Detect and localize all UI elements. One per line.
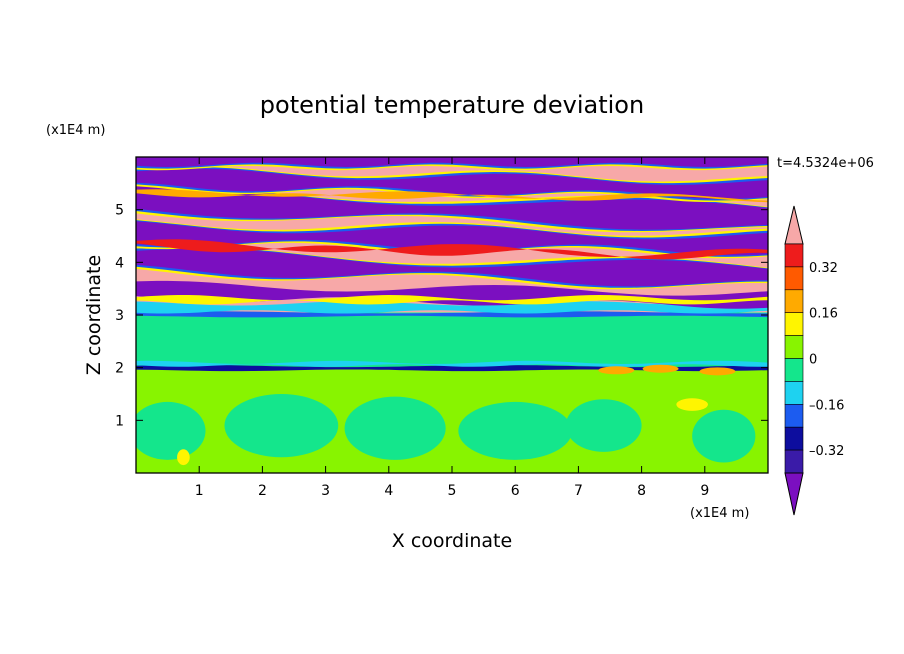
field-fringe (136, 189, 768, 203)
chart-title: potential temperature deviation (260, 91, 644, 119)
field-band (136, 311, 768, 318)
x-tick-label: 2 (258, 483, 267, 499)
x-tick-label: 8 (637, 483, 646, 499)
x-tick-label: 5 (448, 483, 457, 499)
contour-field (136, 157, 768, 473)
field-patch (642, 364, 679, 373)
y-tick-label: 2 (115, 361, 124, 377)
field-band (136, 301, 768, 314)
x-tick-label: 3 (321, 483, 330, 499)
field-middle-layer (136, 312, 768, 368)
colorbar-box (784, 358, 804, 382)
colorbar-tick-label: 0.32 (809, 261, 838, 276)
x-tick-label: 9 (700, 483, 709, 499)
y-axis: 1 2 3 4 5 (115, 203, 768, 429)
field-cell (344, 396, 446, 460)
x-tick-label: 4 (384, 483, 393, 499)
field-patch (699, 367, 736, 376)
colorbar-extend-bottom (784, 472, 804, 516)
field-band (136, 248, 768, 287)
field-cell (136, 401, 206, 460)
colorbar-box (784, 312, 804, 336)
colorbar-box (784, 289, 804, 313)
colorbar-box (784, 426, 804, 451)
field-cell (565, 399, 642, 452)
x-tick-label: 1 (195, 483, 204, 499)
colorbar-box (784, 381, 804, 405)
x-tick-label: 7 (574, 483, 583, 499)
field-band (136, 168, 768, 199)
y-unit-label: (x1E4 m) (46, 123, 105, 138)
colorbar: 0.32 0.16 0 –0.16 –0.32 (784, 205, 844, 516)
colorbar-tick-label: 0.16 (809, 307, 838, 322)
y-tick-label: 1 (115, 413, 124, 429)
x-unit-label: (x1E4 m) (690, 506, 749, 521)
field-band (136, 221, 768, 256)
time-label: t=4.5324e+06 (777, 156, 874, 171)
colorbar-box (784, 403, 804, 428)
x-axis: 1 2 3 4 5 6 7 8 9 (195, 157, 709, 499)
colorbar-tick-label: –0.32 (809, 444, 844, 459)
y-tick-label: 5 (115, 203, 124, 219)
field-band (136, 295, 768, 305)
field-patch (598, 366, 635, 375)
colorbar-box (784, 335, 804, 359)
field-fringe (136, 239, 768, 260)
colorbar-box (784, 266, 804, 291)
field-cell (224, 394, 339, 458)
x-axis-label: X coordinate (392, 530, 512, 552)
field-patch (177, 449, 190, 466)
field-patch (676, 398, 708, 411)
colorbar-box (784, 243, 804, 268)
colorbar-extend-top (784, 205, 804, 245)
colorbar-tick-label: –0.16 (809, 398, 844, 413)
field-band (136, 360, 768, 367)
y-axis-label: Z coordinate (83, 255, 105, 375)
field-cell (692, 409, 756, 463)
y-tick-label: 4 (115, 255, 124, 271)
colorbar-tick-label: 0 (809, 353, 817, 368)
y-tick-label: 3 (115, 308, 124, 324)
field-cell (458, 401, 573, 460)
field-band (136, 280, 768, 309)
colorbar-box (784, 449, 804, 474)
x-tick-label: 6 (511, 483, 520, 499)
